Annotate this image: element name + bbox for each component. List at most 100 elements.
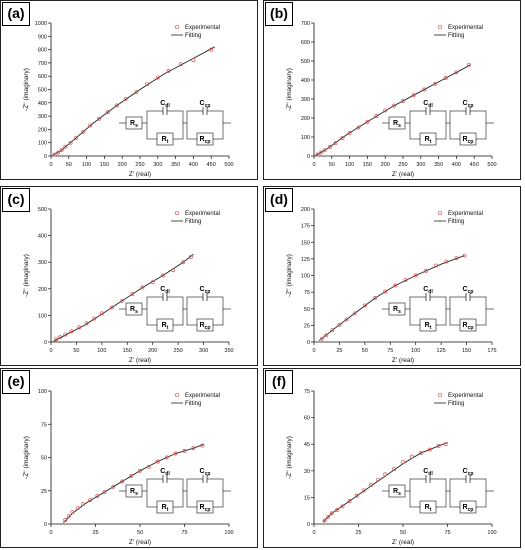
experimental-point (69, 329, 74, 334)
y-tick-label: 50 (304, 307, 310, 313)
x-tick-label: 100 (411, 348, 420, 354)
panel-e: (e) 0 25 50 75 100 0 25 50 75 100 Z' (real) -Z'' (i… (0, 368, 258, 548)
experimental-point (413, 273, 418, 278)
x-tick-label: 500 (487, 162, 496, 168)
circuit-label: Ccp (200, 100, 211, 109)
x-tick-label: 0 (49, 348, 52, 354)
circuit-label: Rcp (200, 136, 211, 145)
experimental-point (209, 47, 214, 52)
resistor (196, 318, 214, 332)
circuit-label: Rs (393, 120, 401, 129)
x-tick-label: 125 (437, 348, 446, 354)
experimental-point (59, 148, 64, 152)
x-axis-label: Z' (real) (392, 171, 414, 178)
experimental-point (330, 328, 335, 332)
y-tick-label: 100 (301, 135, 310, 141)
experimental-point (56, 150, 61, 155)
experimental-point (411, 93, 416, 98)
x-tick-label: 150 (100, 162, 109, 168)
circuit-label: Rt (425, 504, 432, 513)
x-tick-label: 25 (336, 348, 342, 354)
experimental-point (181, 260, 186, 265)
x-tick-label: 25 (355, 530, 361, 536)
circuit-label: Ccp (200, 286, 211, 295)
y-tick-label: 500 (38, 88, 47, 94)
resistor (156, 132, 174, 146)
experimental-point (106, 110, 110, 115)
experimental-point (340, 504, 345, 509)
nyquist-chart: 0 25 50 75 100 0 25 50 75 100 Z' (real) -Z'' (imagi… (23, 389, 234, 546)
y-tick-label: 100 (301, 274, 310, 280)
x-tick-label: 25 (92, 530, 98, 536)
experimental-point (130, 292, 135, 297)
experimental-point (462, 253, 467, 258)
panel-label: (a) (2, 2, 30, 26)
legend-label-experimental: Experimental (448, 25, 483, 31)
x-tick-label: 450 (470, 162, 479, 168)
resistor (419, 318, 437, 332)
y-tick-label: 0 (44, 340, 47, 346)
x-tick-label: 450 (207, 162, 216, 168)
y-axis-label: -Z'' (imaginary) (23, 68, 30, 111)
experimental-point (347, 130, 352, 135)
fitting-line (318, 255, 465, 342)
experimental-point (155, 75, 160, 80)
x-tick-label: 250 (135, 162, 144, 168)
resistor (156, 500, 174, 514)
y-tick-label: 400 (38, 101, 47, 107)
y-tick-label: 700 (301, 21, 310, 27)
experimental-point (347, 498, 352, 503)
panel-label: (d) (265, 188, 293, 212)
experimental-point (423, 268, 428, 273)
x-tick-label: 350 (224, 348, 233, 354)
circuit-label: Rcp (200, 504, 211, 513)
experimental-point (92, 316, 97, 321)
legend-label-experimental: Experimental (185, 25, 220, 31)
experimental-point (383, 108, 388, 113)
legend: Experimental Fitting (434, 392, 483, 407)
legend-marker-experimental (174, 210, 180, 216)
experimental-point (373, 296, 377, 301)
y-tick-label: 0 (44, 522, 47, 528)
y-tick-label: 60 (304, 416, 310, 422)
circuit-label: Ccp (463, 286, 474, 295)
y-axis-label: -Z'' (imaginary) (286, 436, 293, 479)
experimental-point (191, 58, 196, 63)
x-tick-label: 200 (148, 348, 157, 354)
x-axis-label: Z' (real) (129, 357, 151, 364)
experimental-point (188, 254, 193, 259)
legend-label-experimental: Experimental (185, 393, 220, 399)
x-tick-label: 200 (118, 162, 127, 168)
experimental-point (454, 70, 459, 75)
experimental-point (81, 502, 85, 506)
y-tick-label: 300 (301, 97, 310, 103)
legend-marker-experimental (437, 210, 443, 216)
circuit-label: Cdl (160, 100, 170, 109)
capacitor-gap (203, 478, 207, 480)
experimental-point (166, 68, 171, 73)
equivalent-circuit: Rs Cdl Rt Ccp Rcp (382, 468, 494, 514)
experimental-point (392, 467, 397, 471)
x-tick-label: 150 (123, 348, 132, 354)
experimental-point (160, 273, 165, 278)
x-tick-label: 100 (97, 348, 106, 354)
legend-marker-experimental (174, 24, 180, 30)
legend-label-fitting: Fitting (185, 401, 201, 407)
experimental-point (326, 514, 331, 519)
circuit-label: Cdl (423, 468, 433, 477)
x-tick-label: 250 (398, 162, 407, 168)
y-tick-label: 200 (301, 116, 310, 122)
experimental-point (97, 116, 102, 121)
experimental-point (322, 148, 327, 153)
x-tick-label: 350 (171, 162, 180, 168)
legend: Experimental Fitting (171, 392, 220, 407)
experimental-point (68, 140, 73, 145)
experimental-point (110, 305, 114, 310)
x-axis-label: Z' (real) (392, 539, 414, 546)
experimental-point (84, 321, 89, 326)
y-tick-label: 400 (38, 234, 47, 240)
y-tick-label: 0 (307, 340, 310, 346)
experimental-point (418, 451, 423, 456)
y-tick-label: 50 (41, 456, 47, 462)
experimental-point (369, 483, 373, 487)
